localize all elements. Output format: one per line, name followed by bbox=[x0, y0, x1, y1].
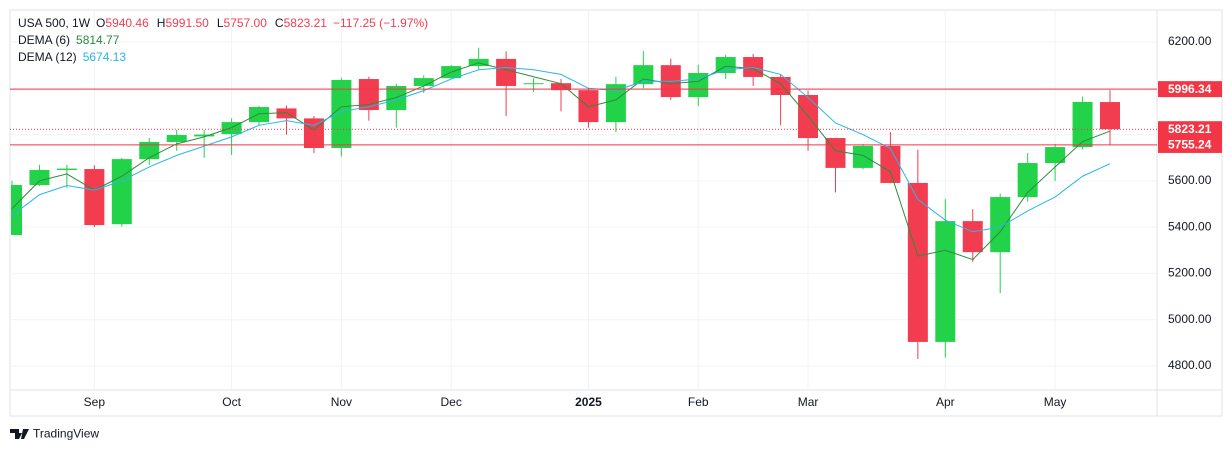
legend-name: DEMA (12) bbox=[18, 50, 77, 64]
candle-body bbox=[303, 118, 324, 148]
ohlc-value: 5991.50 bbox=[165, 16, 209, 30]
candle-body bbox=[111, 159, 132, 225]
candle-body bbox=[880, 145, 901, 183]
candle-body bbox=[907, 182, 928, 342]
price-label: 5823.21 bbox=[1168, 122, 1212, 136]
symbol: USA 500, 1W bbox=[18, 16, 91, 30]
chart-frame bbox=[9, 9, 1223, 417]
candle-body bbox=[84, 169, 105, 226]
x-tick-label: Sep bbox=[84, 395, 106, 409]
x-tick-label: Dec bbox=[441, 395, 462, 409]
y-tick-label: 6200.00 bbox=[1168, 34, 1212, 48]
candle-body bbox=[496, 58, 517, 86]
candle-body bbox=[331, 79, 352, 148]
candle-body bbox=[551, 83, 571, 91]
x-tick-label: Apr bbox=[936, 395, 955, 409]
ohlc-value: 5823.21 bbox=[284, 16, 328, 30]
x-tick-label: May bbox=[1044, 395, 1067, 409]
candle-body bbox=[935, 221, 956, 342]
candle-body bbox=[413, 78, 434, 86]
ohlc-key: C bbox=[275, 16, 284, 30]
legend-header: USA 500, 1W O5940.46 H5991.50 L5757.00 C5823… bbox=[18, 16, 428, 30]
candle-body bbox=[605, 84, 626, 123]
y-tick-label: 5000.00 bbox=[1168, 312, 1212, 326]
candle-body bbox=[194, 134, 215, 137]
legend-item: DEMA (12) 5674.13 bbox=[18, 50, 126, 64]
plot bbox=[11, 47, 1120, 360]
candle-body bbox=[249, 107, 270, 123]
price-label-box bbox=[1158, 121, 1222, 138]
ohlc-key: L bbox=[217, 16, 224, 30]
candle-body bbox=[1100, 102, 1120, 130]
x-tick-label: Oct bbox=[222, 395, 241, 409]
ohlc-key: O bbox=[96, 16, 105, 30]
candle-body bbox=[358, 79, 379, 111]
price-label: 5755.24 bbox=[1168, 138, 1212, 152]
x-tick-label: Feb bbox=[688, 395, 709, 409]
brand-logo: TradingView bbox=[10, 427, 99, 441]
candle-body bbox=[523, 83, 544, 85]
price-label-box bbox=[1158, 81, 1222, 98]
candle-body bbox=[29, 169, 50, 186]
change: −117.25 (−1.97%) bbox=[333, 16, 428, 30]
ohlc-key: H bbox=[157, 16, 166, 30]
candle-body bbox=[1072, 101, 1093, 148]
y-tick-label: 5200.00 bbox=[1168, 266, 1212, 280]
candle-body bbox=[1017, 163, 1038, 198]
candle-body bbox=[1045, 147, 1066, 164]
logo-shape bbox=[10, 429, 29, 439]
candle-body bbox=[825, 138, 846, 168]
candle-body bbox=[11, 185, 22, 236]
y-tick-label: 5600.00 bbox=[1168, 173, 1212, 187]
legend-item: DEMA (6) 5814.77 bbox=[18, 33, 120, 47]
x-tick-label: 2025 bbox=[575, 395, 602, 409]
candle-body bbox=[990, 197, 1011, 253]
ohlc-value: 5940.46 bbox=[105, 16, 149, 30]
legend-value: 5674.13 bbox=[83, 50, 127, 64]
candle-body bbox=[56, 168, 77, 170]
indicator-line bbox=[11, 62, 1111, 261]
price-label: 5996.34 bbox=[1168, 82, 1212, 96]
x-tick-label: Nov bbox=[331, 395, 352, 409]
candle-body bbox=[852, 145, 873, 168]
brand-name: TradingView bbox=[33, 427, 99, 441]
y-tick-label: 5400.00 bbox=[1168, 219, 1212, 233]
grid bbox=[10, 10, 1157, 390]
legend-name: DEMA (6) bbox=[18, 33, 70, 47]
candle-body bbox=[276, 108, 297, 119]
candle-body bbox=[578, 90, 599, 123]
price-label-box bbox=[1158, 136, 1222, 153]
x-tick-label: Mar bbox=[798, 395, 819, 409]
candle-body bbox=[962, 221, 983, 253]
ohlc-value: 5757.00 bbox=[224, 16, 268, 30]
legend-value: 5814.77 bbox=[76, 33, 120, 47]
candle-body bbox=[166, 135, 187, 142]
y-tick-label: 4800.00 bbox=[1168, 358, 1212, 372]
indicator-line bbox=[11, 66, 1111, 233]
